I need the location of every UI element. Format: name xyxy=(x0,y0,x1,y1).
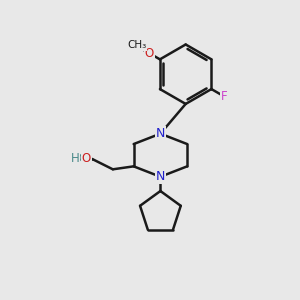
Text: H: H xyxy=(71,152,80,165)
Text: CH₃: CH₃ xyxy=(127,40,146,50)
Text: F: F xyxy=(221,90,228,103)
Text: HO: HO xyxy=(71,152,89,165)
Text: N: N xyxy=(156,127,165,140)
Text: O: O xyxy=(82,152,91,165)
Text: O: O xyxy=(145,46,154,60)
Text: N: N xyxy=(156,170,165,183)
